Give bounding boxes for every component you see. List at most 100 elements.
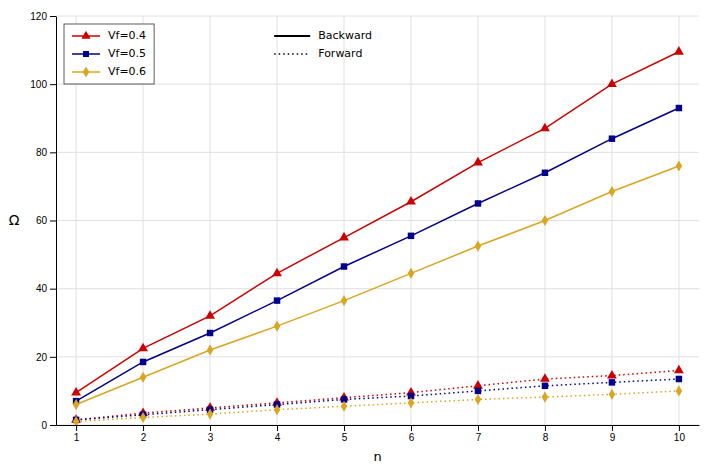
tick-mark <box>143 425 144 431</box>
point-marker <box>607 370 617 379</box>
point-marker <box>475 388 481 394</box>
tick-label: 7 <box>476 432 482 443</box>
tick: 4 <box>275 425 281 443</box>
axis-line <box>57 425 700 426</box>
legend-swatch <box>274 53 310 55</box>
point-marker <box>542 170 548 176</box>
point-marker <box>609 135 615 141</box>
point-marker <box>607 78 617 87</box>
tick-mark <box>344 425 345 431</box>
grid <box>56 16 699 425</box>
point-marker <box>674 365 684 374</box>
x-axis-title: n <box>373 449 381 464</box>
point-marker <box>475 200 481 206</box>
tick-label: 100 <box>30 79 47 90</box>
tick: 40 <box>36 283 56 294</box>
legend-entry: Backward <box>274 29 372 42</box>
point-marker <box>540 123 550 132</box>
point-marker <box>73 399 79 410</box>
tick: 3 <box>208 425 214 443</box>
tick: 80 <box>36 147 56 158</box>
legend: Vf=0.4 Vf=0.5 Vf=0.6 <box>64 24 154 84</box>
point-marker <box>408 233 414 239</box>
point-marker <box>71 387 81 396</box>
tick-label: 2 <box>141 432 147 443</box>
point-marker <box>676 105 682 111</box>
tick-label: 6 <box>409 432 415 443</box>
tick-mark <box>50 425 56 426</box>
tick-label: 60 <box>36 215 48 226</box>
tick-label: 8 <box>543 432 549 443</box>
grid-line <box>56 152 699 153</box>
point-marker <box>140 412 146 423</box>
legend-label: Vf=0.6 <box>108 65 146 78</box>
point-marker <box>406 196 416 205</box>
tick-mark <box>50 289 56 290</box>
point-marker <box>676 376 682 382</box>
point-marker <box>274 404 280 415</box>
tick-mark <box>50 221 56 222</box>
point-marker <box>609 186 615 197</box>
tick-label: 1 <box>74 432 80 443</box>
legend-entry: Vf=0.5 <box>72 47 146 60</box>
point-marker <box>339 232 349 241</box>
tick-label: 4 <box>275 432 281 443</box>
tick-label: 0 <box>41 420 47 431</box>
point-marker <box>207 344 213 355</box>
legend-entry: Forward <box>274 47 362 60</box>
tick-mark <box>612 425 613 431</box>
tick-label: 5 <box>342 432 348 443</box>
point-marker <box>73 416 79 425</box>
tick: 6 <box>409 425 415 443</box>
line-style-legend: Backward Forward <box>274 29 372 60</box>
tick: 8 <box>543 425 549 443</box>
point-marker <box>408 268 414 279</box>
legend-swatch <box>274 35 310 37</box>
point-marker <box>207 330 213 336</box>
tick-mark <box>411 425 412 431</box>
point-marker <box>475 394 481 405</box>
tick-label: 20 <box>36 352 48 363</box>
point-marker <box>542 383 548 389</box>
tick: 20 <box>36 352 56 363</box>
tick-label: 3 <box>208 432 214 443</box>
point-marker <box>274 297 280 303</box>
axis-line <box>56 17 57 426</box>
point-marker <box>609 379 615 385</box>
legend-marker <box>81 31 90 39</box>
tick: 2 <box>141 425 147 443</box>
point-marker <box>475 240 481 251</box>
tick-mark <box>210 425 211 431</box>
legend-entry: Vf=0.4 <box>72 29 146 42</box>
chart: 12345678910020406080100120Vf=0.4Vf=0.5Vf… <box>0 0 721 471</box>
point-marker <box>676 385 682 396</box>
tick-label: 120 <box>30 11 47 22</box>
tick-mark <box>50 16 56 17</box>
series-line <box>76 52 679 393</box>
point-marker <box>609 389 615 400</box>
y-axis: 0 20 40 60 80 100 120 <box>30 11 56 431</box>
tick-mark <box>76 425 77 431</box>
series-group <box>71 46 684 425</box>
point-marker <box>341 295 347 306</box>
legend-label: Vf=0.4 <box>108 29 146 42</box>
point-marker <box>140 359 146 365</box>
point-marker <box>473 380 483 389</box>
tick-mark <box>50 152 56 153</box>
legend-label: Forward <box>318 47 362 60</box>
point-marker <box>676 160 682 171</box>
tick-mark <box>277 425 278 431</box>
legend-marker <box>83 66 89 77</box>
legend-box <box>64 24 154 84</box>
legend-label: Vf=0.5 <box>108 47 146 60</box>
point-marker <box>205 310 215 319</box>
plot: 12345678910020406080100120Vf=0.4Vf=0.5Vf… <box>30 11 699 443</box>
tick-mark <box>50 357 56 358</box>
tick-label: 10 <box>674 432 686 443</box>
series-line <box>76 166 679 405</box>
grid-line <box>56 288 699 289</box>
point-marker <box>408 397 414 408</box>
series-line <box>76 391 679 422</box>
series-line <box>76 108 679 401</box>
tick: 100 <box>30 79 56 90</box>
